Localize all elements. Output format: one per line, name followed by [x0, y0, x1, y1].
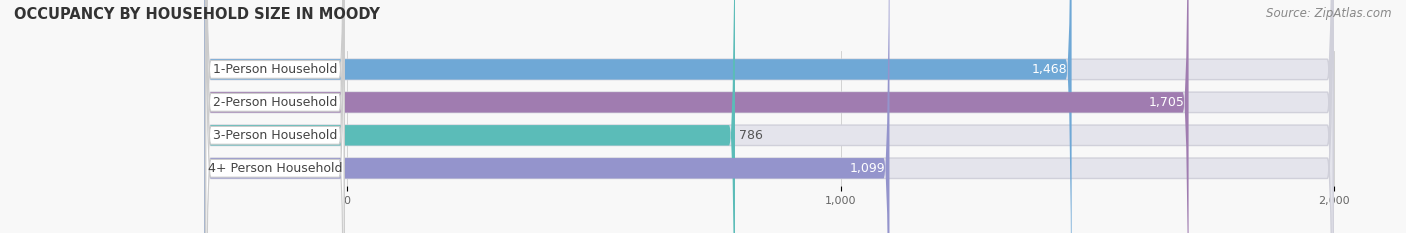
Text: 1,705: 1,705	[1149, 96, 1185, 109]
Text: Source: ZipAtlas.com: Source: ZipAtlas.com	[1267, 7, 1392, 20]
Text: 2-Person Household: 2-Person Household	[212, 96, 337, 109]
FancyBboxPatch shape	[205, 0, 1333, 233]
Text: 1,099: 1,099	[849, 162, 886, 175]
FancyBboxPatch shape	[205, 0, 1333, 233]
FancyBboxPatch shape	[205, 0, 890, 233]
FancyBboxPatch shape	[205, 0, 1333, 233]
Text: 1,468: 1,468	[1032, 63, 1067, 76]
Text: OCCUPANCY BY HOUSEHOLD SIZE IN MOODY: OCCUPANCY BY HOUSEHOLD SIZE IN MOODY	[14, 7, 380, 22]
FancyBboxPatch shape	[205, 0, 735, 233]
FancyBboxPatch shape	[205, 0, 1071, 233]
FancyBboxPatch shape	[205, 0, 344, 233]
FancyBboxPatch shape	[205, 0, 1188, 233]
FancyBboxPatch shape	[205, 0, 344, 233]
FancyBboxPatch shape	[205, 0, 344, 233]
Text: 1-Person Household: 1-Person Household	[212, 63, 337, 76]
Text: 3-Person Household: 3-Person Household	[212, 129, 337, 142]
Text: 4+ Person Household: 4+ Person Household	[208, 162, 342, 175]
FancyBboxPatch shape	[205, 0, 344, 233]
Text: 786: 786	[740, 129, 763, 142]
FancyBboxPatch shape	[205, 0, 1333, 233]
